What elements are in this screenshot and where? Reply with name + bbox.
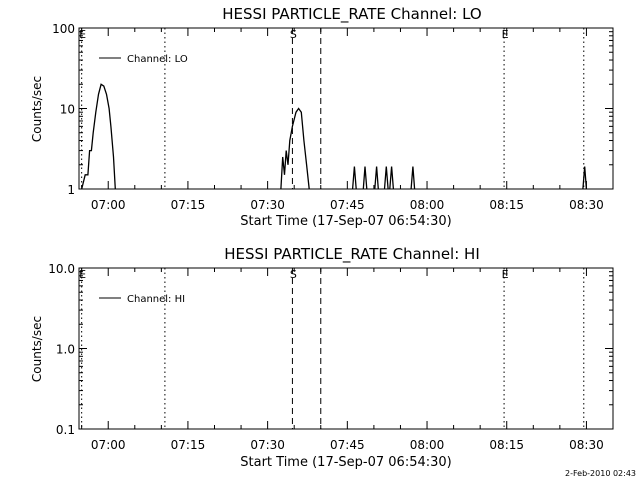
- hi-x-tick-label: 08:15: [489, 438, 524, 452]
- lo-x-axis-label: Start Time (17-Sep-07 06:54:30): [240, 214, 451, 229]
- hi-marker-label: E: [502, 268, 509, 281]
- hi-x-ticks: 07:00 07:15 07:30 07:45 08:00 08:15 08:30: [81, 268, 614, 452]
- hi-x-tick-label: 08:30: [569, 438, 604, 452]
- lo-marker-label: S: [290, 28, 297, 41]
- lo-y-tick-label: 100: [52, 22, 75, 36]
- hi-channel-panel: HESSI PARTICLE_RATE Channel: HI Counts/s…: [30, 245, 614, 470]
- lo-y-axis-label: Counts/sec: [30, 76, 44, 142]
- lo-x-tick-label: 07:30: [250, 198, 285, 212]
- lo-chart-title: HESSI PARTICLE_RATE Channel: LO: [222, 5, 481, 24]
- lo-y-ticks: 1 10 100: [52, 22, 613, 197]
- hi-plot-frame: [78, 267, 614, 430]
- lo-series-line: [389, 166, 395, 190]
- hi-x-axis-label: Start Time (17-Sep-07 06:54:30): [240, 455, 451, 470]
- lo-series-line: [351, 166, 357, 190]
- date-stamp: 2-Feb-2010 02:43: [565, 469, 636, 478]
- lo-series: [81, 83, 588, 190]
- lo-series-line: [362, 166, 368, 190]
- lo-x-tick-label: 07:00: [91, 198, 126, 212]
- lo-y-tick-label: 10: [60, 103, 75, 117]
- lo-marker-label: E: [79, 28, 86, 41]
- hi-marker-label: E: [79, 268, 86, 281]
- hi-x-tick-label: 08:00: [410, 438, 445, 452]
- lo-legend-label: Channel: LO: [127, 54, 188, 65]
- hi-y-axis-label: Counts/sec: [30, 316, 44, 382]
- hi-marker-label: S: [290, 268, 297, 281]
- hi-y-tick-label: 10.0: [48, 262, 75, 276]
- hi-x-tick-label: 07:30: [250, 438, 285, 452]
- hi-x-tick-label: 07:00: [91, 438, 126, 452]
- lo-x-tick-label: 08:00: [410, 198, 445, 212]
- lo-series-line: [374, 166, 379, 190]
- lo-y-tick-label: 1: [67, 183, 75, 197]
- hi-y-tick-label: 0.1: [56, 423, 75, 437]
- hi-y-tick-label: 1.0: [56, 343, 75, 357]
- lo-x-tick-label: 08:30: [569, 198, 604, 212]
- lo-series-line: [280, 107, 310, 190]
- lo-plot-frame: [78, 27, 614, 190]
- hi-legend-label: Channel: HI: [127, 294, 185, 305]
- lo-series-line: [383, 166, 389, 190]
- lo-x-tick-label: 08:15: [489, 198, 524, 212]
- lo-x-tick-label: 07:15: [171, 198, 206, 212]
- hi-x-tick-label: 07:15: [171, 438, 206, 452]
- lo-x-ticks: 07:00 07:15 07:30 07:45 08:00 08:15 08:30: [81, 28, 614, 212]
- hi-y-ticks: 0.1 1.0 10.0: [48, 262, 613, 437]
- lo-channel-panel: HESSI PARTICLE_RATE Channel: LO Counts/s…: [30, 5, 614, 229]
- lo-series-line: [582, 166, 588, 190]
- lo-series-line: [410, 166, 416, 190]
- hi-x-tick-label: 07:45: [330, 438, 365, 452]
- lo-x-tick-label: 07:45: [330, 198, 365, 212]
- hi-chart-title: HESSI PARTICLE_RATE Channel: HI: [224, 245, 480, 264]
- lo-marker-label: E: [502, 28, 509, 41]
- lo-series-line: [81, 83, 116, 190]
